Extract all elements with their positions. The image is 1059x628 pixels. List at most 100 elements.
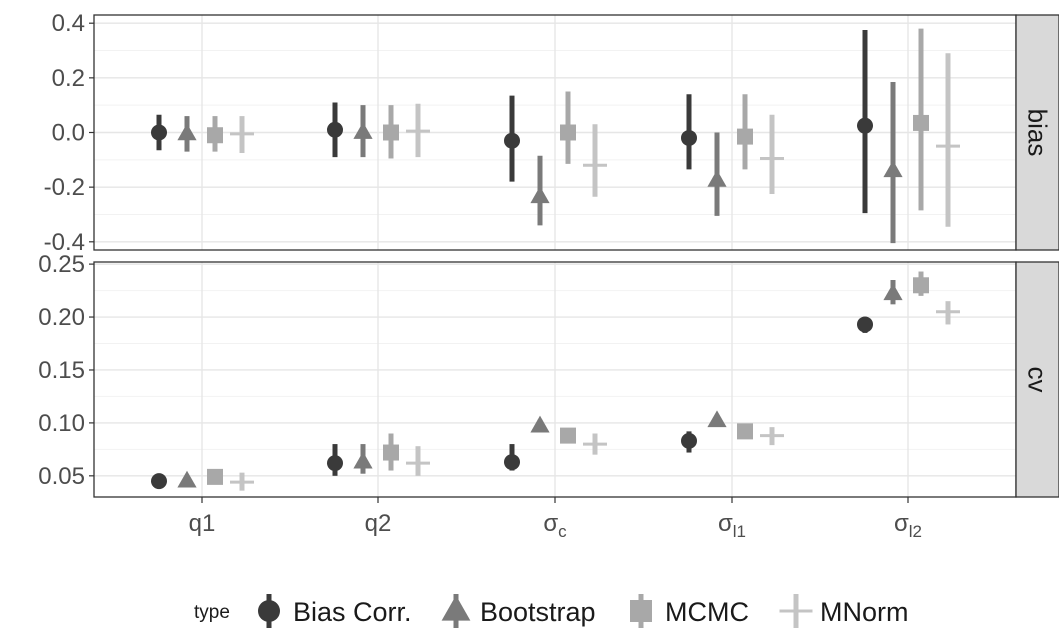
legend: type Bias Corr. Bootstrap MCMC MNorm: [194, 594, 909, 628]
legend-item-mnorm: MNorm: [779, 594, 909, 628]
y-tick-label: 0.0: [52, 120, 85, 147]
point-marker: [207, 468, 223, 485]
point-marker: [560, 124, 576, 141]
y-tick-label: 0.25: [38, 251, 85, 278]
data-point: [913, 271, 929, 296]
y-tick-label: -0.4: [44, 229, 85, 256]
data-point: [681, 431, 697, 453]
point-marker: [560, 427, 576, 444]
data-point: [936, 301, 960, 325]
data-point: [504, 95, 520, 182]
data-point: [530, 155, 550, 226]
legend-key-marker: [630, 600, 652, 622]
point-marker: [857, 316, 873, 333]
series-bias-corr: [151, 316, 873, 490]
panels-layer: -0.4 -0.2 0.0 0.2 0.4 bias 0.05 0.10 0.15 0.20 0.2…: [38, 10, 1059, 498]
data-point: [707, 132, 727, 216]
point-marker: [504, 454, 520, 471]
point-marker: [913, 277, 929, 294]
data-point: [530, 415, 550, 433]
data-point: [230, 472, 254, 491]
facet-strip: [1015, 14, 1059, 251]
point-marker: [737, 128, 753, 145]
point-marker: [327, 455, 343, 472]
data-point: [151, 473, 167, 490]
point-marker: [883, 160, 903, 178]
panel-bias: -0.4 -0.2 0.0 0.2 0.4 bias: [44, 10, 1059, 256]
point-marker: [383, 124, 399, 141]
series-mcmc: [207, 271, 929, 485]
data-point: [560, 427, 576, 444]
point-marker: [504, 132, 520, 149]
data-point: [857, 316, 873, 333]
y-tick-label: 0.05: [38, 463, 85, 490]
point-marker: [707, 169, 727, 187]
legend-key-marker: [258, 600, 280, 622]
panel-cv: 0.05 0.10 0.15 0.20 0.25 cv: [38, 251, 1059, 498]
x-axis: q1 q2 σc σl1 σl2: [189, 497, 922, 541]
series-mnorm: [230, 301, 960, 491]
data-point: [760, 114, 784, 194]
legend-label: MCMC: [665, 597, 749, 627]
data-point: [857, 30, 873, 214]
y-tick-label: -0.2: [44, 174, 85, 201]
data-point: [760, 427, 784, 446]
series-bias-corr: [151, 30, 873, 214]
legend-item-bootstrap: Bootstrap: [441, 594, 596, 628]
point-marker: [327, 121, 343, 138]
point-marker: [681, 129, 697, 146]
x-tick-label: q2: [365, 510, 392, 537]
data-point: [383, 105, 399, 159]
data-point: [207, 116, 223, 152]
point-marker: [530, 186, 550, 204]
data-point: [327, 444, 343, 476]
x-tick-label: σc: [543, 510, 567, 541]
data-point: [230, 116, 254, 153]
series-mnorm: [230, 53, 960, 227]
y-tick-label: 0.20: [38, 304, 85, 331]
data-point: [151, 114, 167, 151]
point-marker: [883, 283, 903, 301]
legend-title: type: [194, 602, 230, 623]
legend-item-mcmc: MCMC: [630, 594, 749, 628]
point-marker: [530, 415, 550, 433]
point-marker: [353, 122, 373, 139]
point-marker: [383, 444, 399, 461]
data-point: [383, 433, 399, 471]
point-marker: [913, 114, 929, 131]
point-marker: [681, 432, 697, 449]
point-marker: [151, 124, 167, 141]
facet-strip-label: cv: [1023, 367, 1053, 393]
facet-strip-label: bias: [1023, 109, 1053, 157]
series-bootstrap: [177, 279, 903, 488]
point-marker: [353, 451, 373, 469]
data-point: [681, 94, 697, 170]
series-bootstrap: [177, 81, 903, 244]
point-marker: [177, 470, 197, 488]
x-tick-label: σl2: [894, 510, 922, 541]
data-point: [177, 470, 197, 488]
y-tick-label: 0.10: [38, 410, 85, 437]
data-point: [936, 53, 960, 227]
data-point: [583, 433, 607, 455]
data-point: [707, 410, 727, 428]
data-point: [327, 102, 343, 158]
data-point: [406, 446, 430, 476]
data-point: [353, 444, 373, 474]
data-point: [883, 279, 903, 305]
x-tick-label: q1: [189, 510, 216, 537]
point-marker: [207, 127, 223, 144]
y-tick-label: 0.2: [52, 65, 85, 92]
legend-item-bias-corr: Bias Corr.: [258, 594, 412, 628]
x-tick-label: σl1: [718, 510, 746, 541]
data-point: [883, 81, 903, 244]
data-point: [913, 28, 929, 211]
legend-label: Bias Corr.: [293, 597, 412, 627]
point-marker: [177, 123, 197, 141]
data-point: [207, 468, 223, 485]
point-marker: [151, 473, 167, 490]
legend-label: Bootstrap: [480, 597, 596, 627]
point-marker: [707, 410, 727, 428]
point-marker: [737, 423, 753, 440]
